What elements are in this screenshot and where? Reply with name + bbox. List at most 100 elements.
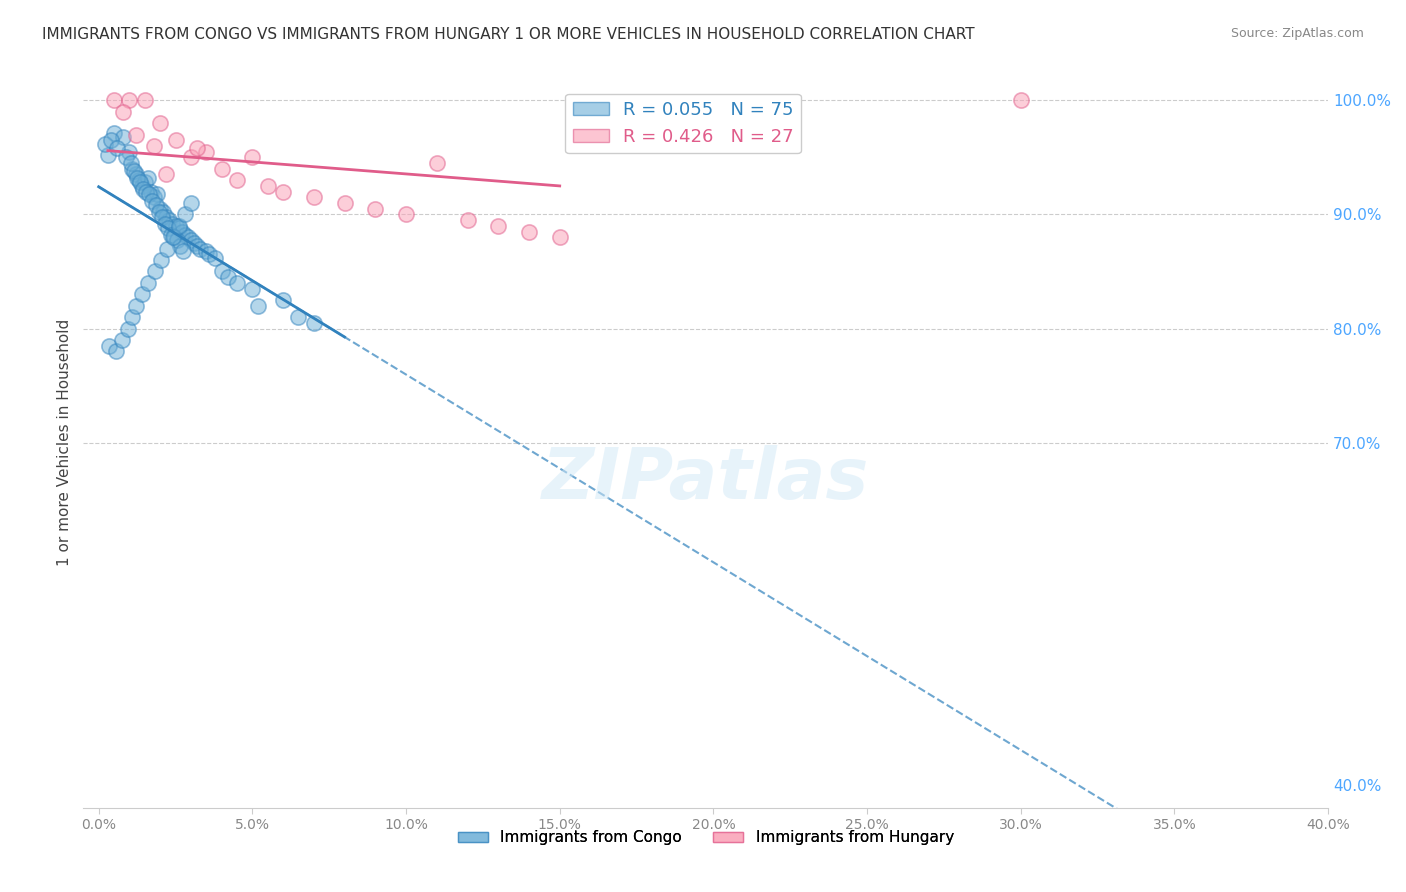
Point xyxy=(271,185,294,199)
Text: IMMIGRANTS FROM CONGO VS IMMIGRANTS FROM HUNGARY 1 OR MORE VEHICLES IN HOUSEHOLD: IMMIGRANTS FROM CONGO VS IMMIGRANTS FROM… xyxy=(42,27,974,42)
Point xyxy=(138,186,160,201)
Point xyxy=(104,344,127,359)
Point xyxy=(165,219,187,233)
Point xyxy=(247,299,270,313)
Point xyxy=(122,164,145,178)
Point xyxy=(156,242,179,256)
Point xyxy=(195,244,218,258)
Point xyxy=(166,233,188,247)
Point xyxy=(143,190,166,204)
Point xyxy=(163,230,186,244)
Point xyxy=(198,247,221,261)
Point xyxy=(143,139,166,153)
Point xyxy=(150,210,173,224)
Point xyxy=(517,225,540,239)
Point xyxy=(149,202,172,216)
Point xyxy=(186,141,208,155)
Point xyxy=(157,213,180,227)
Point xyxy=(112,104,135,119)
Point xyxy=(120,156,142,170)
Point xyxy=(148,205,170,219)
Point xyxy=(333,196,356,211)
Point xyxy=(149,253,172,268)
Point xyxy=(132,182,155,196)
Point xyxy=(180,150,202,164)
Point xyxy=(111,333,134,347)
Point xyxy=(136,170,159,185)
Point xyxy=(156,221,179,235)
Point xyxy=(131,287,153,301)
Point xyxy=(97,148,120,162)
Point xyxy=(98,339,121,353)
Text: Source: ZipAtlas.com: Source: ZipAtlas.com xyxy=(1230,27,1364,40)
Point xyxy=(457,213,479,227)
Point xyxy=(145,198,167,212)
Point xyxy=(167,221,190,235)
Point xyxy=(146,186,169,201)
Point xyxy=(183,235,205,250)
Point xyxy=(302,190,325,204)
Point xyxy=(162,230,184,244)
Point xyxy=(165,133,187,147)
Point xyxy=(112,129,135,144)
Point xyxy=(174,207,197,221)
Point xyxy=(134,93,156,107)
Point xyxy=(173,227,195,242)
Point xyxy=(211,264,233,278)
Point xyxy=(124,128,146,142)
Point xyxy=(271,293,294,307)
Point xyxy=(172,244,194,258)
Point xyxy=(118,93,141,107)
Point xyxy=(155,210,177,224)
Point xyxy=(217,270,239,285)
Point xyxy=(134,176,156,190)
Point xyxy=(486,219,509,233)
Point xyxy=(226,276,249,290)
Point xyxy=(169,239,191,253)
Y-axis label: 1 or more Vehicles in Household: 1 or more Vehicles in Household xyxy=(58,319,72,566)
Point xyxy=(364,202,387,216)
Point xyxy=(117,321,139,335)
Point xyxy=(160,227,183,242)
Point xyxy=(1010,93,1032,107)
Point xyxy=(115,150,138,164)
Point xyxy=(105,141,128,155)
Point xyxy=(177,230,200,244)
Text: ZIPatlas: ZIPatlas xyxy=(543,445,869,514)
Point xyxy=(195,145,218,159)
Point xyxy=(240,150,263,164)
Point xyxy=(180,233,202,247)
Point xyxy=(128,173,150,187)
Point xyxy=(170,225,193,239)
Point xyxy=(256,178,278,193)
Point xyxy=(100,133,122,147)
Point xyxy=(204,251,226,265)
Point xyxy=(211,161,233,176)
Point xyxy=(139,185,162,199)
Point xyxy=(135,185,157,199)
Point xyxy=(153,217,176,231)
Point xyxy=(240,282,263,296)
Point xyxy=(124,168,146,182)
Point xyxy=(426,156,449,170)
Point xyxy=(118,145,141,159)
Point xyxy=(302,316,325,330)
Point xyxy=(121,161,143,176)
Point xyxy=(287,310,309,325)
Point xyxy=(548,230,571,244)
Point xyxy=(125,170,148,185)
Point xyxy=(395,207,418,221)
Point xyxy=(138,276,160,290)
Point xyxy=(94,136,117,151)
Point xyxy=(131,178,153,193)
Point xyxy=(103,93,125,107)
Point xyxy=(186,239,208,253)
Point xyxy=(149,116,172,130)
Point xyxy=(162,217,184,231)
Point xyxy=(155,168,177,182)
Point xyxy=(125,299,148,313)
Legend: Immigrants from Congo, Immigrants from Hungary: Immigrants from Congo, Immigrants from H… xyxy=(451,824,960,852)
Point xyxy=(143,264,166,278)
Point xyxy=(226,173,249,187)
Point xyxy=(103,127,125,141)
